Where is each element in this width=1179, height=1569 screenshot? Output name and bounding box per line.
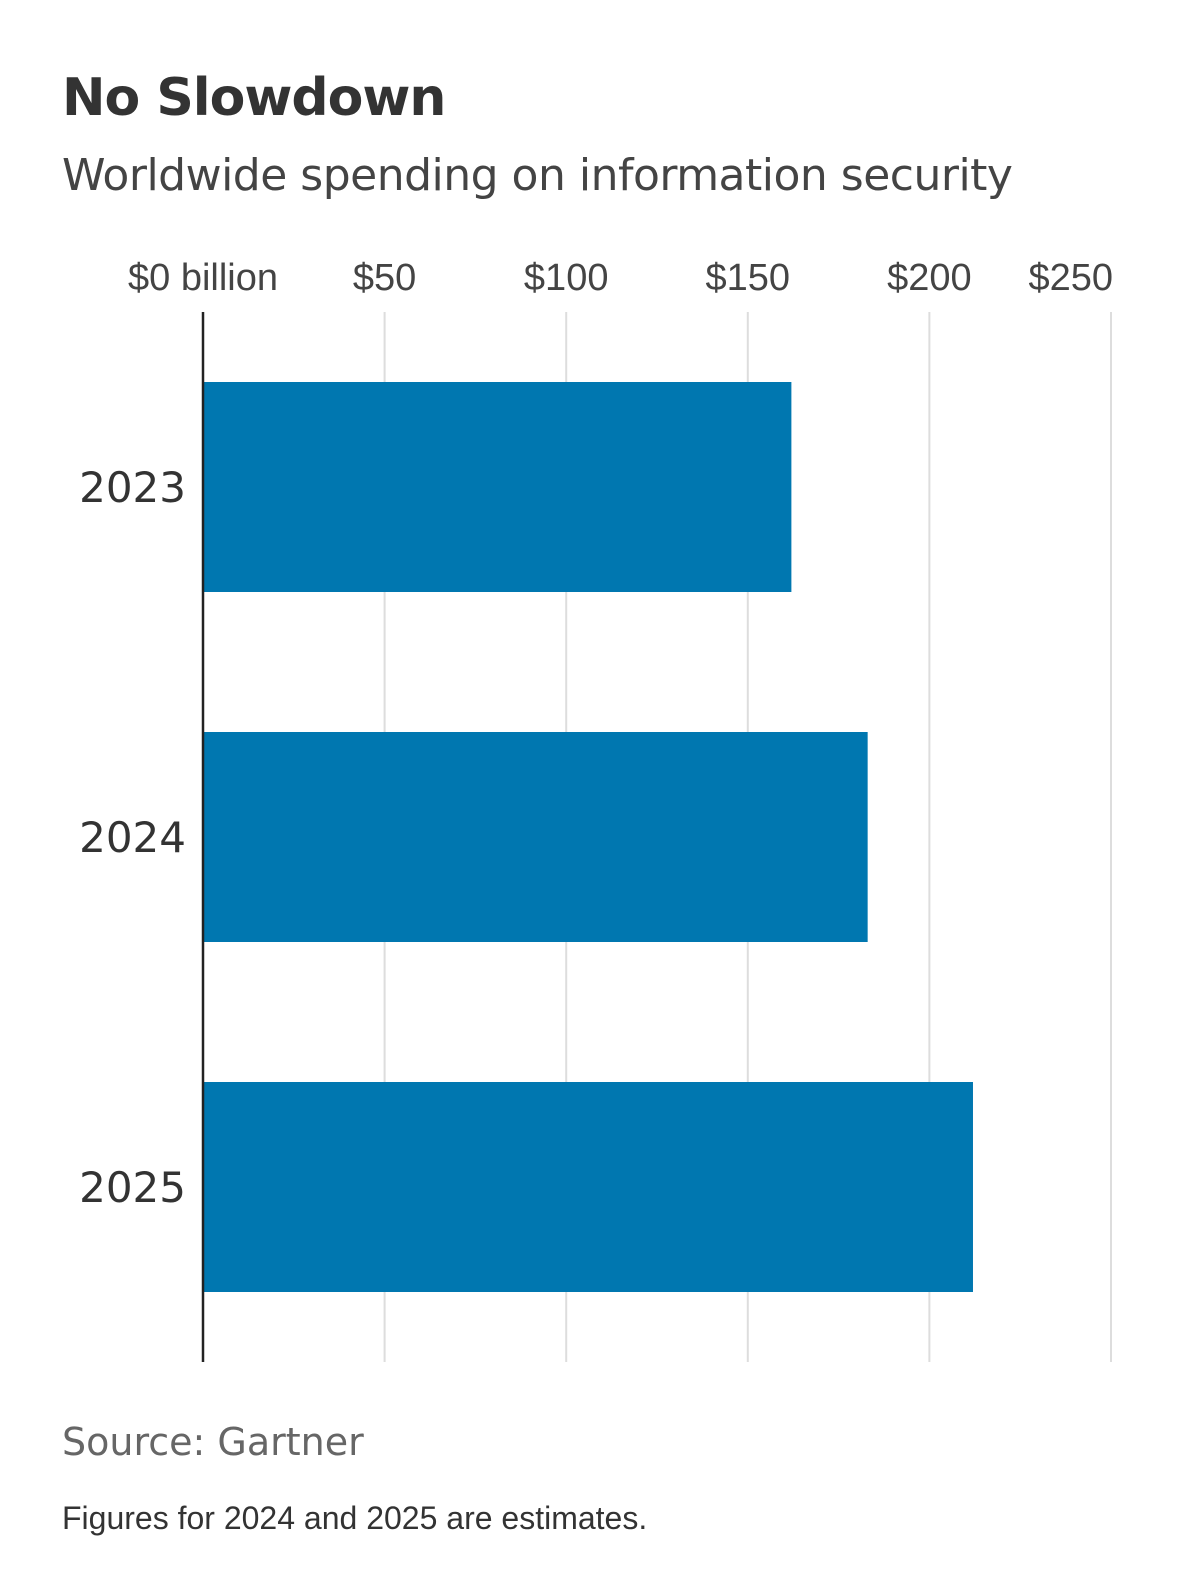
- chart-title: No Slowdown: [62, 68, 446, 128]
- bar-chart: $0 billion $50 $100 $150 $200 $250 2023 2024 202…: [79, 257, 1113, 1362]
- x-tick-label-100: $100: [524, 257, 609, 299]
- category-label-2025: 2025: [79, 1163, 186, 1212]
- x-tick-label-150: $150: [706, 257, 791, 299]
- x-tick-label-200: $200: [887, 257, 972, 299]
- source-note: Source: Gartner: [62, 1420, 364, 1464]
- labels: $0 billion $50 $100 $150 $200 $250 2023 2024 202…: [79, 257, 1113, 1212]
- x-tick-label-0: $0 billion: [128, 257, 278, 299]
- chart-subtitle: Worldwide spending on information securi…: [62, 150, 1013, 201]
- x-tick-label-250: $250: [1028, 257, 1113, 299]
- bar-2024: [203, 732, 868, 942]
- bars: [203, 382, 973, 1292]
- category-label-2023: 2023: [79, 463, 186, 512]
- bar-2023: [203, 382, 792, 592]
- category-label-2024: 2024: [79, 813, 186, 862]
- estimate-note: Figures for 2024 and 2025 are estimates.: [62, 1500, 648, 1536]
- bar-2025: [203, 1082, 973, 1292]
- x-tick-label-50: $50: [353, 257, 416, 299]
